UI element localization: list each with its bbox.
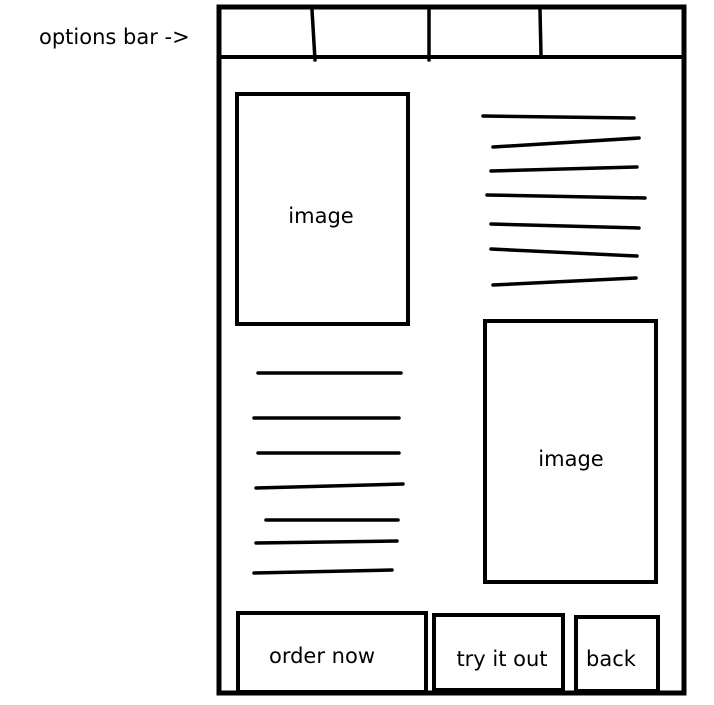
- try-it-out-button-frame: [432, 613, 565, 692]
- text-line: [485, 193, 647, 200]
- order-now-button[interactable]: order now: [236, 611, 428, 694]
- options-bar-divider-3: [538, 8, 543, 57]
- text-line: [491, 136, 641, 149]
- order-now-button-frame: [236, 611, 428, 694]
- text-line: [252, 568, 394, 575]
- try-it-out-button[interactable]: try it out: [432, 613, 565, 692]
- back-button[interactable]: back: [574, 615, 660, 693]
- back-button-label: back: [586, 647, 637, 671]
- text-line: [491, 276, 638, 287]
- text-line: [489, 165, 639, 173]
- options-bar-divider-1: [310, 8, 317, 62]
- text-block-1: [481, 114, 647, 287]
- image-placeholder-1-frame: [235, 92, 410, 326]
- text-block-2: [252, 371, 405, 575]
- text-line: [489, 222, 641, 230]
- text-line: [489, 247, 639, 258]
- options-bar[interactable]: [217, 7, 686, 62]
- text-line: [254, 539, 399, 545]
- back-button-frame: [574, 615, 660, 693]
- image-placeholder-2-frame: [483, 319, 658, 584]
- try-it-out-button-label: try it out: [456, 647, 547, 671]
- image-placeholder-1: image: [235, 92, 410, 326]
- image-placeholder-1-label: image: [288, 204, 353, 228]
- options-bar-annotation: options bar ->: [39, 25, 190, 49]
- phone-frame: [216, 4, 687, 696]
- order-now-button-label: order now: [269, 644, 375, 668]
- text-line: [481, 114, 636, 120]
- image-placeholder-2-label: image: [538, 447, 603, 471]
- text-line: [254, 482, 405, 490]
- image-placeholder-2: image: [483, 319, 658, 584]
